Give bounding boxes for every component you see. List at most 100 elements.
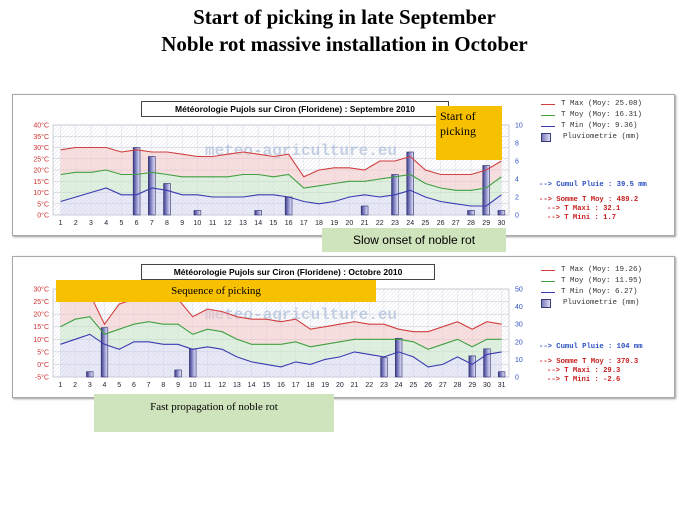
y-tick-label: 0°C [37,212,49,220]
x-tick-label: 22 [376,220,384,227]
rain-bar [360,205,369,216]
stat-cumul: --> Cumul Pluie : 104 mm [539,343,643,351]
y2-tick-label: 40 [515,304,523,311]
x-tick-label: 18 [307,382,315,389]
x-tick-label: 2 [74,220,78,227]
chart-title: Météorologie Pujols sur Ciron (Floridene… [141,264,435,280]
x-tick-label: 22 [365,382,373,389]
rain-bar [467,210,475,216]
x-tick-label: 24 [406,220,414,227]
chart-title: Météorologie Pujols sur Ciron (Floridene… [141,101,449,117]
rain-bar [380,357,388,378]
y2-tick-label: 2 [515,195,519,202]
x-tick-label: 30 [498,220,506,227]
slide-title-line1: Start of picking in late September [193,5,496,29]
y-tick-label: 10°C [33,336,49,344]
y-tick-label: 30°C [33,144,49,152]
x-tick-label: 5 [117,382,121,389]
y-tick-label: 20°C [33,167,49,175]
x-tick-label: 11 [209,220,216,227]
x-tick-label: 23 [380,382,388,389]
y-tick-label: 15°C [33,178,49,186]
y2-tick-label: 0 [515,375,519,382]
y-tick-label: 25°C [33,155,49,163]
x-tick-label: 14 [248,382,256,389]
x-tick-label: 18 [315,220,323,227]
chart-stats: --> Cumul Pluie : 104 mm --> Somme T Moy… [539,343,643,385]
x-tick-label: 27 [439,382,447,389]
x-tick-label: 1 [59,220,63,227]
x-tick-label: 17 [292,382,300,389]
y2-tick-label: 8 [515,141,519,148]
september-chart-panel: 0°C 5°C 10°C 15°C 20°C 25°C 30°C 35°C 40°C 0 2 4 6 8 1… [12,94,675,236]
x-tick-label: 26 [424,382,432,389]
y-tick-label: 20°C [33,311,49,319]
legend-tmoy: T Moy (Moy: 16.31) [541,110,642,121]
y2-tick-label: 0 [515,213,519,220]
x-tick-label: 8 [161,382,165,389]
rain-bar [189,348,197,378]
rain-bar [498,371,506,378]
x-tick-label: 30 [483,382,491,389]
slide-title-line2: Noble rot massive installation in Octobe… [161,32,528,56]
x-tick-label: 20 [336,382,344,389]
stat-tmaxi: --> T Maxi : 29.3 [547,367,621,375]
x-tick-label: 14 [254,220,262,227]
x-tick-label: 17 [300,220,308,227]
y-tick-label: 0°C [37,361,49,369]
tmoy-line [60,316,502,350]
y2-tick-label: 4 [515,177,519,184]
x-tick-label: 10 [194,220,202,227]
x-tick-label: 6 [132,382,136,389]
y2-tick-label: 20 [515,339,523,346]
chart-legend: T Max (Moy: 19.26) T Moy (Moy: 11.95) T … [541,265,642,309]
x-tick-label: 21 [351,382,359,389]
x-tick-label: 26 [437,220,445,227]
rain-bar [497,210,506,216]
stat-cumul: --> Cumul Pluie : 39.5 mm [539,181,647,189]
x-tick-label: 3 [89,220,93,227]
rain-bar [86,371,94,378]
x-tick-label: 4 [103,382,107,389]
tmin-area [60,334,502,377]
x-tick-label: 15 [270,220,278,227]
rain-bar [163,183,171,216]
tmin-line [60,187,502,207]
x-tick-label: 25 [422,220,430,227]
x-tick-label: 10 [189,382,197,389]
callout-fast-propagation: Fast propagation of noble rot [94,394,334,432]
tmax-area [60,147,502,191]
rain-bar [193,210,202,216]
x-tick-label: 28 [454,382,462,389]
x-tick-label: 23 [391,220,399,227]
x-tick-label: 7 [150,220,154,227]
x-tick-label: 13 [239,220,247,227]
callout-start-of-picking: Start of picking [436,106,502,160]
legend-tmoy: T Moy (Moy: 11.95) [541,276,642,287]
stat-tmini: --> T Mini : -2.6 [547,376,621,384]
x-tick-label: 16 [277,382,285,389]
rain-bar [406,151,414,216]
x-tick-label: 29 [468,382,476,389]
x-tick-label: 19 [330,220,338,227]
chart-legend: T Max (Moy: 25.08) T Moy (Moy: 16.31) T … [541,99,642,143]
x-tick-label: 1 [58,382,62,389]
y-tick-label: 30°C [33,286,49,294]
rain-bar [132,147,141,216]
x-tick-label: 29 [482,220,490,227]
x-tick-label: 25 [409,382,417,389]
x-tick-label: 3 [88,382,92,389]
legend-tmin: T Min (Moy: 9.36) [541,121,642,132]
x-tick-label: 5 [119,220,123,227]
x-tick-label: 6 [135,220,139,227]
x-tick-label: 24 [395,382,403,389]
stat-tmaxi: --> T Maxi : 32.1 [547,205,621,213]
y-tick-label: 15°C [33,323,49,331]
x-tick-label: 11 [204,382,211,389]
callout-sequence-of-picking: Sequence of picking [56,280,376,302]
rain-bar [100,327,109,378]
rain-bar [284,196,293,216]
x-tick-label: 9 [176,382,180,389]
legend-rain: Pluviometrie (mm) [541,298,642,309]
chart-stats: --> Cumul Pluie : 39.5 mm --> Somme T Mo… [539,181,647,223]
